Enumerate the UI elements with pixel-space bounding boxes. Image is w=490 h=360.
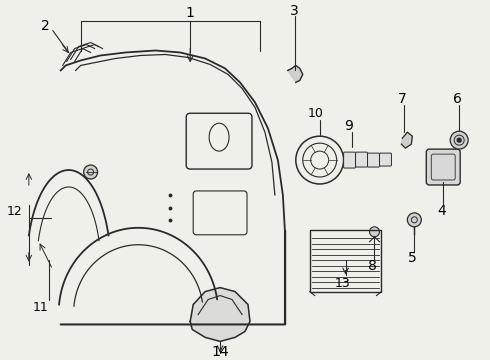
Circle shape [407, 213, 421, 227]
Text: 3: 3 [291, 4, 299, 18]
Text: 4: 4 [437, 204, 445, 218]
FancyBboxPatch shape [343, 152, 356, 168]
Text: 10: 10 [308, 107, 324, 120]
Text: 7: 7 [398, 92, 407, 106]
Bar [310, 230, 382, 292]
Circle shape [457, 138, 461, 142]
Polygon shape [401, 132, 413, 148]
FancyBboxPatch shape [356, 152, 368, 167]
Circle shape [84, 165, 98, 179]
Polygon shape [190, 288, 250, 341]
Polygon shape [288, 66, 303, 82]
Text: 6: 6 [453, 92, 462, 106]
Circle shape [450, 131, 468, 149]
Text: 8: 8 [368, 259, 377, 273]
Text: 11: 11 [33, 301, 49, 314]
Text: 2: 2 [41, 19, 50, 33]
Text: 1: 1 [186, 6, 195, 20]
FancyBboxPatch shape [368, 153, 379, 167]
FancyBboxPatch shape [379, 153, 392, 166]
Text: 13: 13 [335, 277, 350, 290]
Text: 5: 5 [408, 251, 416, 265]
FancyBboxPatch shape [426, 149, 460, 185]
Text: 14: 14 [211, 345, 229, 359]
Text: 9: 9 [344, 119, 353, 133]
Text: 12: 12 [7, 205, 23, 219]
Circle shape [369, 227, 379, 237]
